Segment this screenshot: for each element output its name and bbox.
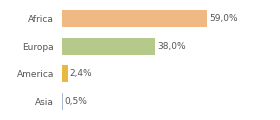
Text: 2,4%: 2,4% (69, 69, 92, 78)
Bar (62, 65, 67, 82)
Bar (62, 93, 63, 110)
Text: 38,0%: 38,0% (157, 42, 186, 51)
Text: 0,5%: 0,5% (65, 97, 88, 106)
Text: 59,0%: 59,0% (209, 14, 237, 23)
Bar (62, 38, 155, 55)
Bar (62, 10, 207, 27)
